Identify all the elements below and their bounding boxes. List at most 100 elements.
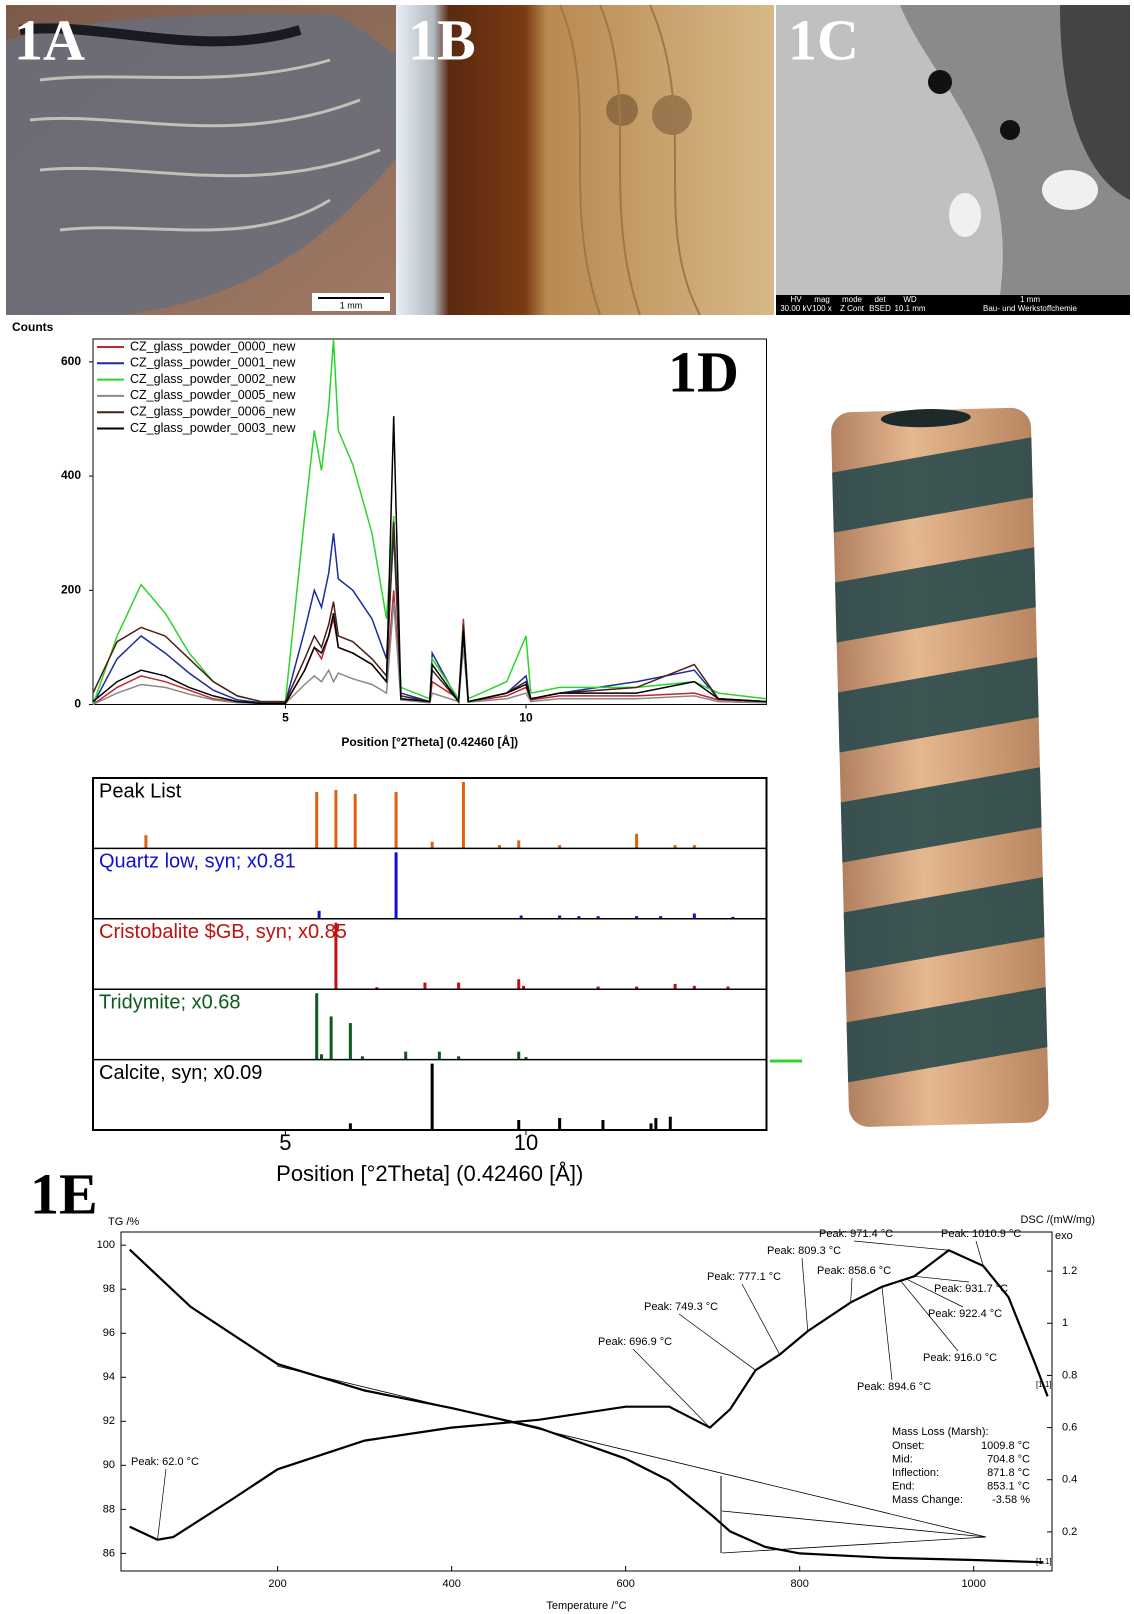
x-tick-label: 5 — [279, 1130, 291, 1155]
phase-label: Quartz low, syn; x0.81 — [99, 851, 296, 873]
y-tick-label: 88 — [103, 1503, 115, 1515]
info-bar-text: HV — [790, 295, 802, 304]
y-tick-label: 94 — [103, 1371, 115, 1383]
mass-loss-key: Onset: — [892, 1440, 924, 1452]
panel-label: 1B — [408, 7, 476, 72]
peak-leader — [850, 1277, 853, 1303]
tangent-line — [721, 1536, 987, 1554]
photo-1c — [776, 5, 1130, 315]
y2-note: exo — [1055, 1230, 1073, 1242]
phase-label: Peak List — [99, 780, 182, 802]
mass-loss-value: 704.8 °C — [987, 1453, 1030, 1465]
peak-leader — [678, 1313, 756, 1371]
mass-loss-key: Mass Change: — [892, 1494, 963, 1506]
legend-label: CZ_glass_powder_0003_new — [130, 421, 296, 435]
mass-loss-key: Mid: — [892, 1453, 913, 1465]
x-tick-label: 1000 — [961, 1578, 985, 1590]
photo-1a: 1 mm 1A — [6, 5, 403, 315]
curve-marker: [1.1] — [1036, 1380, 1052, 1389]
panel-label: 1E — [30, 1161, 98, 1226]
x-tick-label: 200 — [268, 1578, 286, 1590]
info-bar-text: Bau- und Werkstoffchemie — [983, 304, 1078, 313]
x-tick-label: 800 — [790, 1578, 808, 1590]
peak-leader — [157, 1468, 167, 1540]
info-bar-text: WD — [903, 295, 917, 304]
peak-leader — [900, 1280, 959, 1352]
peak-label: Peak: 931.7 °C — [934, 1283, 1008, 1295]
y-axis-title: TG /% — [108, 1216, 139, 1228]
peak-label: Peak: 62.0 °C — [131, 1456, 199, 1468]
mass-loss-key: End: — [892, 1480, 915, 1492]
peak-label: Peak: 696.9 °C — [598, 1336, 672, 1348]
mass-loss-value: 1009.8 °C — [981, 1440, 1030, 1452]
peak-leader — [914, 1275, 970, 1283]
y2-tick-label: 0.6 — [1062, 1421, 1077, 1433]
series-line — [92, 416, 767, 705]
y-tick-label: 200 — [61, 582, 81, 596]
x-tick-label: 600 — [616, 1578, 634, 1590]
peak-leader — [975, 1240, 984, 1266]
y-tick-label: 92 — [103, 1415, 115, 1427]
y-tick-label: 600 — [61, 354, 81, 368]
series-line — [92, 521, 767, 704]
peak-label: Peak: 971.4 °C — [819, 1228, 893, 1240]
plot-frame — [120, 1231, 1053, 1572]
peak-leader — [881, 1286, 893, 1381]
legend-label: CZ_glass_powder_0002_new — [130, 372, 296, 386]
y2-tick-label: 1 — [1062, 1317, 1068, 1329]
peak-label: Peak: 922.4 °C — [928, 1308, 1002, 1320]
info-bar-text: Z Cont — [840, 304, 865, 313]
peak-label: Peak: 894.6 °C — [857, 1381, 931, 1393]
y2-tick-label: 0.8 — [1062, 1369, 1077, 1381]
info-bar-text: det — [874, 295, 886, 304]
x-axis-title: Position [°2Theta] (0.42460 [Å]) — [341, 734, 518, 749]
series-line — [128, 1248, 1044, 1564]
y2-tick-label: 0.2 — [1062, 1526, 1077, 1538]
scale-label: 1 mm — [340, 300, 363, 310]
y-axis-title: Counts — [12, 320, 54, 334]
phase-label: Tridymite; x0.68 — [99, 991, 241, 1013]
y-tick-label: 0 — [74, 697, 81, 711]
glass-cane-photo — [831, 407, 1049, 1127]
x-tick-label: 5 — [282, 711, 289, 725]
photo-1b: 1B — [396, 4, 774, 316]
info-bar-text: 30.00 kV — [780, 304, 812, 313]
mass-loss-title: Mass Loss (Marsh): — [892, 1426, 989, 1438]
info-bar-text: 10.1 mm — [894, 304, 925, 313]
panel-label: 1D — [668, 339, 739, 404]
peak-label: Peak: 1010.9 °C — [941, 1228, 1021, 1240]
y2-tick-label: 1.2 — [1062, 1265, 1077, 1277]
y-tick-label: 96 — [103, 1327, 115, 1339]
plot-frame — [92, 777, 768, 1131]
legend-label: CZ_glass_powder_0006_new — [130, 404, 296, 418]
x-tick-label: 10 — [519, 711, 533, 725]
x-tick-label: 10 — [514, 1130, 538, 1155]
y2-tick-label: 0.4 — [1062, 1474, 1077, 1486]
y-tick-label: 86 — [103, 1547, 115, 1559]
peak-label: Peak: 809.3 °C — [767, 1245, 841, 1257]
peak-label: Peak: 916.0 °C — [923, 1352, 997, 1364]
y2-axis-title: DSC /(mW/mg) — [1020, 1214, 1095, 1226]
series-line — [129, 1249, 1049, 1541]
curve-marker: [1.1] — [1036, 1557, 1052, 1566]
tangent-line — [276, 1365, 987, 1538]
legend-label: CZ_glass_powder_0005_new — [130, 388, 296, 402]
info-bar-text: BSED — [869, 304, 891, 313]
panel-label: 1C — [788, 7, 859, 72]
info-bar-text: 100 x — [812, 304, 832, 313]
series-line — [92, 533, 767, 705]
plot-frame — [92, 338, 767, 705]
phase-label: Calcite, syn; x0.09 — [99, 1062, 262, 1084]
mass-loss-value: 853.1 °C — [987, 1480, 1030, 1492]
peak-label: Peak: 749.3 °C — [644, 1301, 718, 1313]
mass-loss-value: -3.58 % — [992, 1494, 1030, 1506]
peak-label: Peak: 777.1 °C — [707, 1271, 781, 1283]
panel-label: 1A — [14, 7, 85, 72]
peak-leader — [801, 1257, 809, 1332]
y-tick-label: 90 — [103, 1459, 115, 1471]
peak-label: Peak: 858.6 °C — [817, 1265, 891, 1277]
x-tick-label: 400 — [442, 1578, 460, 1590]
peak-leader — [632, 1348, 711, 1428]
info-bar-text: mode — [842, 295, 863, 304]
